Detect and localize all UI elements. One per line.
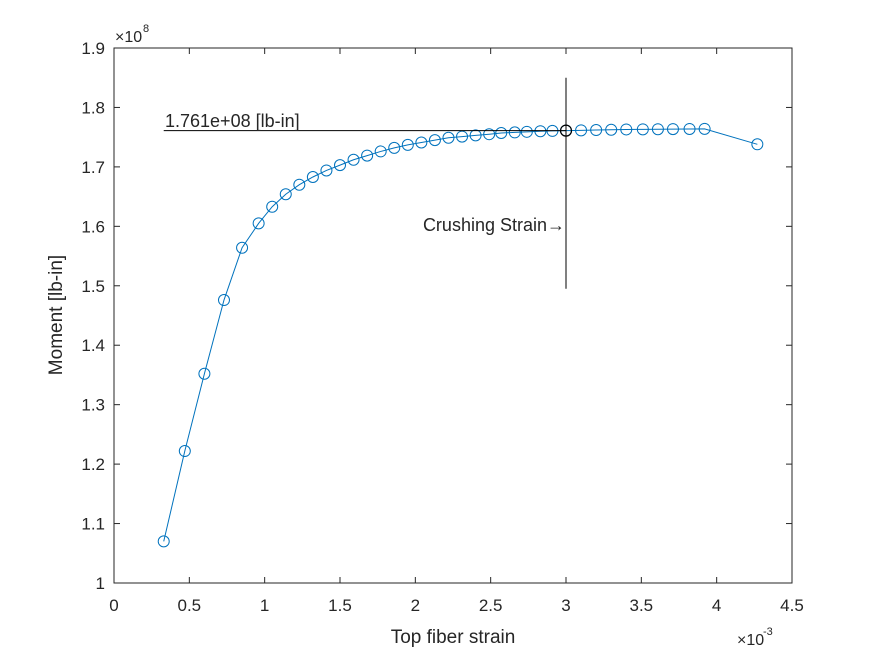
y-tick-label: 1.7 [81, 158, 105, 177]
axes: 0 0.5 1 1.5 2 2.5 3 3.5 4 4.5 1 1.1 1.2 1.3 1.4 1.5 1.6 1… [81, 39, 803, 615]
y-tick-label: 1.2 [81, 455, 105, 474]
y-tick-label: 1.4 [81, 336, 105, 355]
data-point [683, 122, 696, 135]
data-series [157, 122, 764, 548]
data-point [388, 141, 401, 154]
moment-annotation-label: 1.761e+08 [lb-in] [165, 111, 300, 131]
crushing-point-marker [559, 124, 573, 137]
data-point [293, 178, 306, 191]
y-tick-label: 1.6 [81, 217, 105, 236]
data-point [620, 123, 633, 136]
data-point [469, 129, 482, 142]
y-tick-label: 1.1 [81, 515, 105, 534]
data-point [334, 159, 346, 172]
y-axis-label: Moment [lb-in] [46, 255, 67, 375]
axes-box [113, 47, 793, 584]
x-tick-label: 0 [109, 596, 118, 615]
data-point [575, 124, 588, 137]
data-point [178, 445, 191, 458]
x-exponent-power: -3 [763, 626, 773, 638]
annotations [163, 77, 573, 289]
data-point [520, 125, 533, 138]
data-point [483, 128, 496, 141]
y-exponent-label: ×10 8 [115, 23, 149, 46]
x-axis-label: Top fiber strain [391, 627, 516, 648]
data-point [508, 126, 521, 139]
x-tick-label: 3 [561, 596, 570, 615]
x-exponent-label: ×10 -3 [737, 626, 773, 649]
data-point [217, 294, 230, 307]
x-exponent-base: ×10 [737, 632, 764, 649]
x-tick-label: 0.5 [178, 596, 202, 615]
data-point [374, 145, 387, 158]
y-tick-label: 1 [96, 574, 105, 593]
data-point [534, 125, 547, 138]
y-tick-label: 1.9 [81, 39, 105, 58]
data-point [415, 136, 428, 149]
data-point [698, 122, 711, 135]
data-point [320, 164, 333, 177]
x-tick-label: 1 [260, 596, 269, 615]
data-point [605, 123, 618, 136]
data-point [651, 123, 664, 136]
data-point [279, 188, 292, 201]
y-tick-label: 1.5 [81, 277, 105, 296]
x-tick-label: 3.5 [630, 596, 654, 615]
y-exponent-power: 8 [143, 23, 149, 35]
x-tick-label: 4.5 [780, 596, 804, 615]
data-point [361, 149, 374, 162]
x-tick-label: 1.5 [328, 596, 352, 615]
data-point [636, 123, 649, 136]
data-point [428, 134, 441, 147]
data-point [442, 131, 455, 144]
x-tick-label: 2 [411, 596, 420, 615]
data-point [236, 241, 249, 254]
data-point [198, 367, 211, 380]
data-point [590, 124, 603, 137]
x-tick-label: 2.5 [479, 596, 503, 615]
data-point [751, 138, 764, 151]
data-point [666, 123, 679, 136]
data-point [157, 535, 170, 548]
data-point [347, 153, 360, 166]
data-point [495, 127, 508, 140]
y-tick-label: 1.8 [81, 98, 105, 117]
data-point [266, 200, 279, 213]
y-exponent-base: ×10 [115, 29, 142, 46]
y-tick-label: 1.3 [81, 396, 105, 415]
crushing-strain-annotation-label: Crushing Strain→ [423, 215, 565, 235]
data-point [401, 138, 414, 151]
data-point [252, 217, 265, 230]
x-tick-label: 4 [712, 596, 721, 615]
data-point [306, 170, 319, 183]
